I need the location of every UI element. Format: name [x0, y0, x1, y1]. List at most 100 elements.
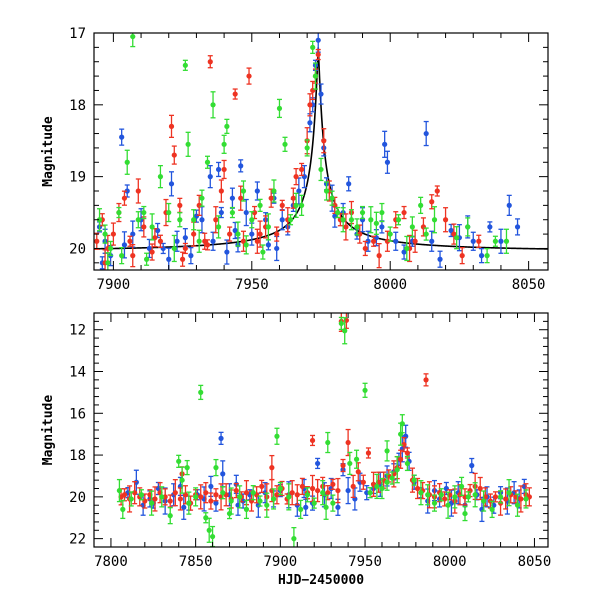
data-point: [343, 213, 349, 241]
data-point: [373, 211, 379, 235]
data-point: [310, 80, 316, 101]
data-marker: [492, 238, 499, 244]
data-marker: [121, 195, 128, 201]
data-point: [224, 118, 230, 135]
data-marker: [429, 199, 435, 205]
plot-area: [94, 33, 548, 270]
data-marker: [448, 227, 454, 234]
data-point: [518, 485, 524, 513]
data-marker: [412, 238, 418, 244]
data-marker: [179, 256, 186, 262]
data-marker: [489, 506, 495, 512]
data-point: [238, 185, 244, 211]
data-point: [293, 192, 299, 219]
data-point: [365, 447, 372, 459]
data-marker: [130, 253, 136, 259]
data-marker: [184, 465, 190, 471]
data-point: [199, 206, 205, 234]
data-point: [489, 500, 495, 519]
data-point: [465, 491, 471, 503]
data-marker: [199, 195, 205, 201]
data-point: [157, 234, 164, 248]
data-point: [497, 490, 504, 504]
data-point: [307, 93, 313, 117]
data-marker: [274, 492, 280, 498]
data-marker: [279, 202, 285, 208]
data-marker: [215, 224, 222, 230]
data-marker: [418, 490, 424, 496]
data-marker: [196, 202, 202, 208]
data-marker: [240, 188, 247, 194]
data-point: [393, 231, 399, 251]
data-point: [238, 159, 244, 173]
data-marker: [238, 195, 244, 201]
data-point: [198, 484, 204, 510]
data-marker: [452, 494, 458, 500]
data-point: [110, 222, 116, 246]
data-point: [157, 164, 164, 189]
data-marker: [124, 159, 130, 165]
data-point: [251, 205, 258, 220]
data-point: [204, 239, 211, 251]
data-point: [294, 484, 300, 506]
data-point: [221, 159, 227, 180]
data-point: [220, 460, 226, 488]
data-point: [476, 234, 482, 248]
data-marker: [121, 242, 128, 248]
y-tick-label: 18: [69, 448, 86, 464]
data-marker: [360, 479, 366, 485]
data-marker: [193, 494, 199, 500]
data-point: [116, 478, 123, 503]
data-point: [307, 113, 313, 133]
data-marker: [177, 217, 183, 223]
data-point: [445, 491, 451, 519]
top-panel-lightcurve-zoom: 7900 7950 8000 8050 17 18 19 20 Magnitude: [41, 26, 549, 293]
data-marker: [166, 256, 172, 262]
data-point: [329, 190, 335, 206]
data-marker: [259, 483, 265, 490]
data-point: [484, 247, 490, 264]
data-marker: [199, 217, 205, 223]
data-marker: [207, 174, 213, 180]
data-point: [127, 235, 133, 247]
data-marker: [465, 224, 471, 230]
data-marker: [177, 496, 183, 502]
data-marker: [321, 138, 327, 144]
data-point: [350, 474, 356, 499]
data-point: [296, 177, 302, 205]
data-marker: [335, 209, 341, 216]
data-point: [309, 434, 316, 447]
data-marker: [362, 245, 368, 252]
data-marker: [476, 238, 482, 244]
data-marker: [208, 483, 214, 490]
data-marker: [206, 527, 212, 533]
data-marker: [404, 460, 410, 467]
data-marker: [265, 224, 272, 230]
data-marker: [434, 188, 440, 194]
data-point: [203, 482, 209, 504]
data-point: [454, 226, 460, 250]
data-point: [218, 179, 224, 203]
data-marker: [304, 492, 311, 498]
data-point: [423, 373, 429, 387]
data-point: [269, 454, 275, 481]
data-point: [196, 194, 202, 217]
data-marker: [119, 134, 125, 140]
data-marker: [221, 141, 227, 147]
data-marker: [181, 504, 187, 510]
data-point: [506, 479, 512, 507]
data-point: [143, 252, 150, 266]
data-marker: [210, 102, 216, 108]
data-point: [452, 485, 458, 509]
data-marker: [124, 188, 130, 194]
data-point: [168, 114, 175, 139]
data-point: [215, 161, 222, 178]
data-marker: [445, 502, 451, 508]
data-point: [376, 242, 382, 269]
x-tick-label: 8050: [518, 554, 552, 570]
data-point: [394, 456, 400, 484]
data-marker: [243, 209, 249, 216]
data-point: [184, 459, 190, 476]
data-point: [274, 485, 280, 505]
